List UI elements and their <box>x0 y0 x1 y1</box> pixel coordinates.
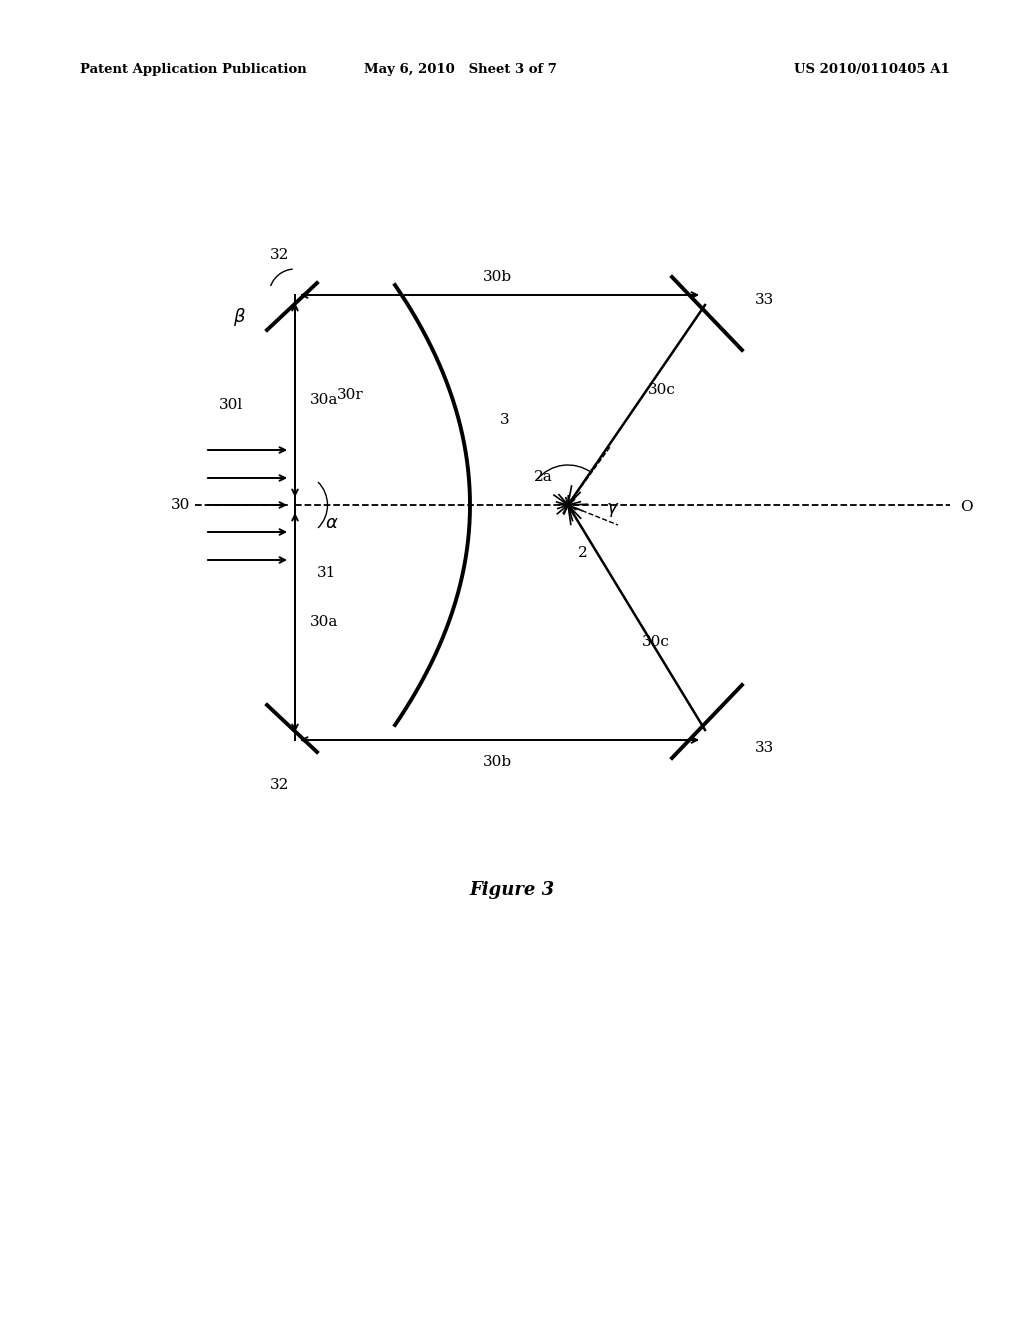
Text: May 6, 2010   Sheet 3 of 7: May 6, 2010 Sheet 3 of 7 <box>364 63 556 77</box>
Text: 30b: 30b <box>483 271 512 284</box>
Text: US 2010/0110405 A1: US 2010/0110405 A1 <box>795 63 950 77</box>
Text: 32: 32 <box>270 248 290 261</box>
Text: $\gamma$: $\gamma$ <box>606 502 620 519</box>
Text: Figure 3: Figure 3 <box>469 880 555 899</box>
Text: 30a: 30a <box>310 615 338 630</box>
Text: 2a: 2a <box>535 470 553 484</box>
Text: 30l: 30l <box>219 399 243 412</box>
Text: 33: 33 <box>755 741 774 755</box>
Text: 31: 31 <box>317 566 336 579</box>
Text: $\beta$: $\beta$ <box>233 306 246 327</box>
Text: 30a: 30a <box>310 393 338 407</box>
Text: 3: 3 <box>500 413 510 426</box>
Text: $\alpha$: $\alpha$ <box>325 513 339 532</box>
Text: 30b: 30b <box>483 755 512 770</box>
Text: O: O <box>961 500 973 513</box>
Text: 32: 32 <box>270 777 290 792</box>
Text: 30r: 30r <box>337 388 364 403</box>
Text: 33: 33 <box>755 293 774 308</box>
Text: 2: 2 <box>578 546 588 560</box>
Text: 30c: 30c <box>648 383 676 397</box>
Text: Patent Application Publication: Patent Application Publication <box>80 63 307 77</box>
Text: 30: 30 <box>171 498 190 512</box>
Text: 30c: 30c <box>642 635 670 649</box>
